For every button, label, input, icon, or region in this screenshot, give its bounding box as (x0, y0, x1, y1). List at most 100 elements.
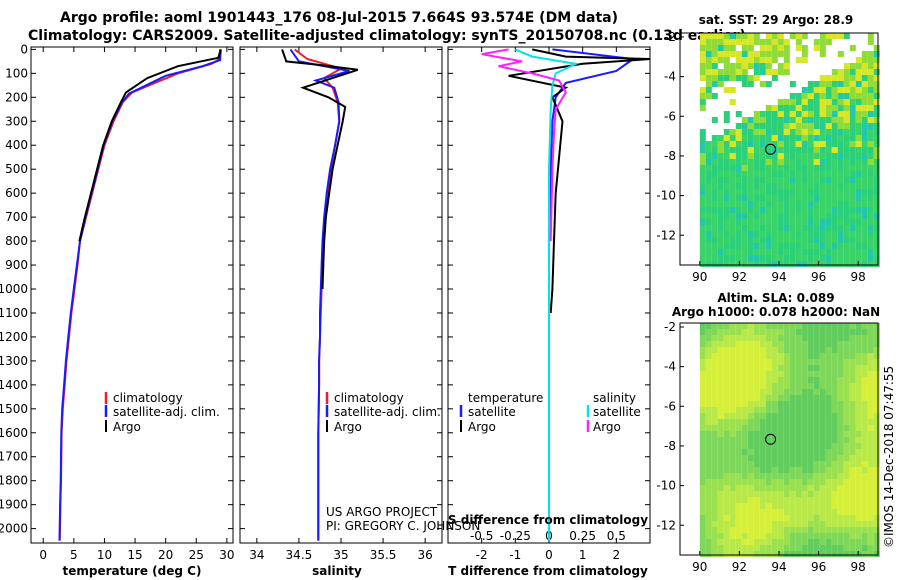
map-cell (777, 51, 784, 57)
map-cell (753, 57, 760, 63)
map-cell (825, 449, 832, 455)
depth-tick-label: 1700 (0, 450, 28, 464)
diff-xtick-label: 1 (579, 548, 587, 562)
map-cell (867, 111, 874, 117)
map-cell (789, 359, 796, 365)
map-cell (819, 509, 826, 515)
map-cell (813, 407, 820, 413)
map-cell (747, 45, 754, 51)
map-cell (789, 195, 796, 201)
map-cell (819, 105, 826, 111)
map-cell (735, 51, 742, 57)
map-cell (699, 75, 706, 81)
map-cell (711, 57, 718, 63)
map-cell (789, 111, 796, 117)
map-cell (699, 93, 706, 99)
map-cell (867, 243, 874, 249)
map-cell (861, 467, 868, 473)
map-cell (783, 395, 790, 401)
map-cell (747, 455, 754, 461)
map-cell (831, 93, 838, 99)
map-cell (753, 503, 760, 509)
map-cell (771, 533, 778, 539)
map-cell (699, 407, 706, 413)
map-cell (747, 237, 754, 243)
map-cell (717, 261, 724, 267)
map-cell (705, 165, 712, 171)
map-cell (729, 153, 736, 159)
map-cell (747, 383, 754, 389)
map-cell (819, 341, 826, 347)
map-cell (789, 347, 796, 353)
map-cell (801, 57, 808, 63)
map-cell (771, 51, 778, 57)
map-cell (807, 323, 814, 329)
map-cell (789, 419, 796, 425)
map-cell (723, 485, 730, 491)
map-cell (711, 225, 718, 231)
map-cell (855, 545, 862, 551)
map-cell (741, 81, 748, 87)
map-cell (789, 401, 796, 407)
map-cell (861, 153, 868, 159)
map-ytick-label: -6 (664, 399, 676, 413)
map-cell (837, 515, 844, 521)
map-cell (765, 177, 772, 183)
legend-satellite: satellite-adj. clim. (113, 405, 220, 419)
map-cell (789, 503, 796, 509)
map-cell (753, 39, 760, 45)
map-cell (873, 237, 880, 243)
map-cell (873, 147, 880, 153)
map-cell (705, 467, 712, 473)
map-cell (801, 177, 808, 183)
map-cell (771, 171, 778, 177)
map-cell (753, 467, 760, 473)
map-ytick-label: -10 (656, 479, 676, 493)
map-cell (747, 81, 754, 87)
map-cell (843, 455, 850, 461)
map-cell (741, 123, 748, 129)
map-cell (735, 335, 742, 341)
map-cell (729, 99, 736, 105)
map-cell (813, 551, 820, 557)
map-cell (717, 473, 724, 479)
map-cell (777, 491, 784, 497)
map-cell (861, 539, 868, 545)
map-cell (831, 401, 838, 407)
map-cell (825, 533, 832, 539)
map-cell (867, 407, 874, 413)
map-cell (729, 63, 736, 69)
map-cell (723, 153, 730, 159)
map-cell (807, 419, 814, 425)
map-cell (819, 485, 826, 491)
map-cell (867, 497, 874, 503)
map-cell (849, 99, 856, 105)
map-cell (783, 153, 790, 159)
map-cell (837, 213, 844, 219)
map-cell (873, 503, 880, 509)
map-cell (843, 515, 850, 521)
map-cell (855, 425, 862, 431)
map-cell (825, 347, 832, 353)
map-cell (777, 527, 784, 533)
map-cell (705, 33, 712, 39)
map-cell (717, 437, 724, 443)
map-cell (813, 395, 820, 401)
map-cell (711, 539, 718, 545)
map-cell (843, 81, 850, 87)
map-cell (783, 237, 790, 243)
map-cell (837, 135, 844, 141)
map-cell (867, 341, 874, 347)
map-cell (873, 497, 880, 503)
map-cell (825, 485, 832, 491)
map-cell (759, 371, 766, 377)
map-cell (711, 461, 718, 467)
map-cell (831, 81, 838, 87)
map-cell (765, 213, 772, 219)
map-cell (813, 401, 820, 407)
map-cell (801, 509, 808, 515)
map-cell (771, 213, 778, 219)
map-cell (729, 425, 736, 431)
map-cell (819, 255, 826, 261)
map-cell (855, 497, 862, 503)
